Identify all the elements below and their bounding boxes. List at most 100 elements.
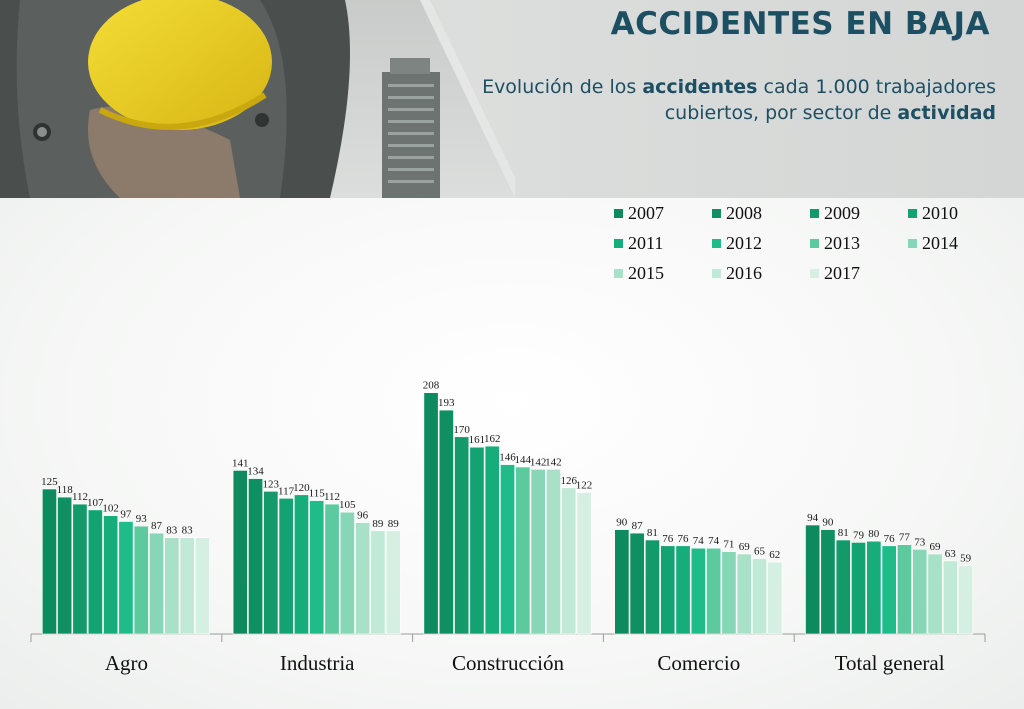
bar-2013-2 <box>515 466 531 635</box>
bar-2009-3 <box>644 539 660 635</box>
value-label-2007-3: 90 <box>616 517 628 529</box>
legend-swatch-2013 <box>810 239 819 248</box>
header-photo <box>0 0 515 198</box>
legend-swatch-2009 <box>810 209 819 218</box>
subtitle-part-4: actividad <box>897 102 996 124</box>
legend-label-2012: 2012 <box>726 233 762 253</box>
bar-2013-3 <box>706 547 722 635</box>
bar-2017-1 <box>385 530 401 635</box>
bar-2007-1 <box>232 470 248 635</box>
bar-2007-2 <box>423 392 439 635</box>
value-label-2016-0: 83 <box>182 525 194 537</box>
value-label-2014-1: 105 <box>339 499 356 511</box>
bar-2008-2 <box>438 409 454 635</box>
value-label-2011-0: 102 <box>102 503 119 515</box>
value-label-2013-3: 74 <box>708 535 720 547</box>
hard-hat-icon <box>88 0 272 130</box>
value-label-2017-1: 89 <box>388 518 400 530</box>
bar-2014-4 <box>912 548 928 635</box>
value-label-2017-2: 122 <box>576 480 593 492</box>
category-label-2: Construcción <box>452 651 564 675</box>
bar-2012-4 <box>881 545 897 635</box>
value-label-2011-4: 80 <box>868 528 880 540</box>
value-label-2012-1: 115 <box>309 488 326 500</box>
bar-2016-2 <box>561 487 577 635</box>
value-label-2014-2: 142 <box>530 456 547 468</box>
value-label-2013-4: 77 <box>899 532 911 544</box>
bar-2013-4 <box>896 544 912 635</box>
category-label-1: Industria <box>280 651 355 675</box>
legend-label-2016: 2016 <box>726 263 762 283</box>
value-label-2010-2: 161 <box>469 434 486 446</box>
legend-swatch-2007 <box>614 209 623 218</box>
bar-2009-2 <box>454 436 470 635</box>
bar-2009-0 <box>72 503 88 635</box>
legend-swatch-2015 <box>614 269 623 278</box>
bar-2017-2 <box>576 492 592 635</box>
value-label-2012-3: 74 <box>693 535 705 547</box>
bar-2010-0 <box>87 509 103 635</box>
value-label-2008-2: 193 <box>438 397 455 409</box>
value-label-2015-1: 96 <box>357 510 369 522</box>
legend-label-2014: 2014 <box>922 233 958 253</box>
bar-2017-4 <box>958 565 974 635</box>
legend-label-2009: 2009 <box>824 203 860 223</box>
bar-2015-3 <box>736 553 752 635</box>
bar-2008-1 <box>248 478 263 635</box>
bar-2016-3 <box>752 558 768 635</box>
legend-swatch-2016 <box>712 269 721 278</box>
legend-swatch-2014 <box>908 239 917 248</box>
bar-2015-1 <box>355 522 371 635</box>
value-label-2015-4: 69 <box>930 541 942 553</box>
value-label-2007-1: 141 <box>232 457 249 469</box>
value-label-2014-3: 71 <box>723 539 734 551</box>
value-label-2009-1: 123 <box>263 478 280 490</box>
value-label-2017-3: 62 <box>769 549 780 561</box>
bar-2011-2 <box>484 445 500 635</box>
value-label-2015-0: 83 <box>166 525 178 537</box>
value-label-2011-3: 76 <box>678 533 690 545</box>
bar-2011-0 <box>103 515 119 635</box>
legend-label-2013: 2013 <box>824 233 860 253</box>
legend-label-2007: 2007 <box>628 203 664 223</box>
bar-2014-3 <box>721 551 737 635</box>
subtitle-part-1: Evolución de los <box>482 76 643 98</box>
value-label-2007-2: 208 <box>423 380 440 392</box>
value-label-2010-1: 117 <box>278 485 295 497</box>
bar-2007-0 <box>41 488 57 635</box>
bar-2010-4 <box>851 542 867 635</box>
value-label-2016-4: 63 <box>945 548 957 560</box>
value-label-2010-3: 76 <box>662 533 674 545</box>
legend-swatch-2010 <box>908 209 917 218</box>
bar-2016-0 <box>179 537 195 635</box>
value-label-2008-0: 118 <box>57 484 74 496</box>
value-label-2012-4: 76 <box>884 533 896 545</box>
bar-2013-0 <box>133 525 149 635</box>
bar-2017-3 <box>767 561 783 635</box>
bar-2014-0 <box>149 532 164 635</box>
legend-label-2011: 2011 <box>628 233 663 253</box>
subtitle-part-3: cada 1.000 trabajadores cubiertos, por s… <box>664 76 996 124</box>
bar-2012-2 <box>500 464 515 635</box>
bar-2012-3 <box>690 547 706 635</box>
bar-2007-3 <box>614 529 630 635</box>
value-label-2009-4: 81 <box>838 527 849 539</box>
bar-2009-4 <box>835 539 851 635</box>
value-label-2013-0: 93 <box>136 513 148 525</box>
bar-2012-1 <box>309 500 325 635</box>
value-label-2012-0: 97 <box>120 509 132 521</box>
value-label-2008-1: 134 <box>247 466 264 478</box>
value-label-2014-0: 87 <box>151 520 163 532</box>
value-label-2008-3: 87 <box>632 520 644 532</box>
bar-2010-1 <box>278 497 294 635</box>
value-label-2007-0: 125 <box>41 476 58 488</box>
bar-2015-0 <box>164 537 180 635</box>
bar-2010-2 <box>469 446 485 635</box>
value-label-2012-2: 146 <box>499 452 516 464</box>
value-label-2014-4: 73 <box>914 536 926 548</box>
value-label-2011-1: 120 <box>293 482 310 494</box>
value-label-2016-3: 65 <box>754 546 766 558</box>
bar-2008-3 <box>629 532 645 635</box>
value-label-2010-0: 107 <box>87 497 104 509</box>
